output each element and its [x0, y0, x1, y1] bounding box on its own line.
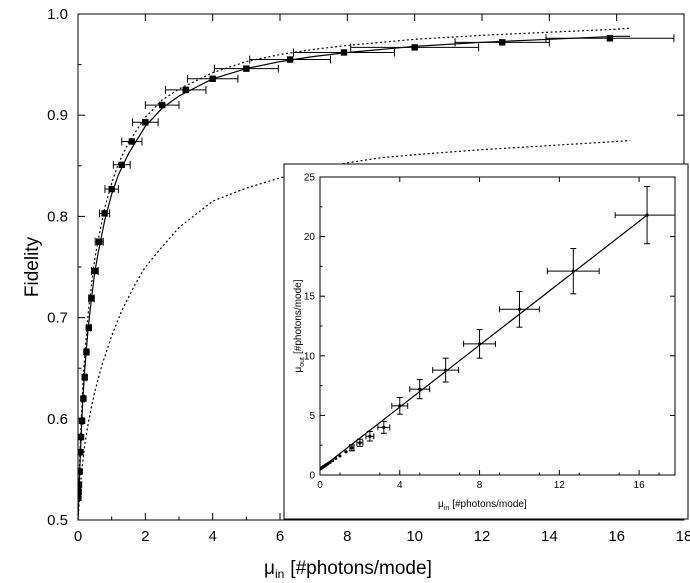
main-y-axis-label: Fidelity — [22, 236, 43, 297]
main-data-point — [118, 161, 125, 168]
main-dotted-curve-2 — [78, 27, 631, 520]
main-x-axis-label-subscript: in — [275, 567, 284, 581]
inset-data-point — [338, 454, 342, 458]
inset-y-tick-label: 0 — [309, 471, 315, 482]
main-data-point — [108, 185, 115, 193]
main-data-point — [78, 494, 82, 501]
main-data-point — [182, 86, 189, 94]
main-data-point — [606, 35, 614, 42]
main-x-tick-label: 14 — [541, 528, 558, 545]
main-data-point — [78, 468, 83, 475]
main-x-tick-label: 2 — [141, 528, 149, 545]
main-data-point — [499, 39, 506, 46]
inset-data-point — [350, 446, 354, 450]
main-x-tick-label: 12 — [474, 528, 491, 545]
inset-x-tick-label: 8 — [477, 480, 483, 491]
inset-y-tick-label: 25 — [304, 173, 316, 184]
inset-x-axis-label-subscript: in — [444, 505, 450, 512]
inset-y-axis-label-units: [#photons/mode] — [293, 279, 304, 354]
main-y-tick-label: 0.6 — [47, 411, 68, 428]
main-data-point — [128, 138, 136, 145]
main-x-tick-label: 8 — [343, 528, 351, 545]
main-y-tick-label: 0.8 — [47, 208, 68, 225]
inset-y-axis-label: μout [#photons/mode] — [293, 279, 306, 372]
inset-x-tick-label: 16 — [634, 480, 646, 491]
inset-data-point — [418, 387, 422, 391]
inset-y-tick-label: 15 — [304, 292, 316, 303]
main-x-tick-label: 6 — [276, 528, 284, 545]
main-data-point — [96, 238, 103, 245]
inset-x-tick-label: 4 — [397, 480, 403, 491]
inset-y-tick-label: 5 — [309, 411, 315, 422]
inset-frame — [319, 176, 676, 476]
main-solid-curve-1 — [78, 35, 631, 520]
main-y-tick-label: 0.5 — [47, 512, 68, 529]
inset-y-tick-label: 20 — [304, 232, 316, 243]
inset-x-tick-label: 0 — [317, 480, 323, 491]
main-y-tick-label: 1.0 — [47, 6, 68, 23]
inset-data-point — [368, 434, 372, 438]
inset-x-axis-label-symbol: μ — [438, 499, 444, 510]
main-x-tick-label: 16 — [608, 528, 625, 545]
main-x-tick-label: 10 — [406, 528, 423, 545]
main-data-point — [78, 481, 83, 488]
inset-data-point — [358, 441, 362, 445]
inset-data-point — [517, 307, 522, 311]
inset-series-group — [320, 186, 675, 471]
main-data-point — [158, 101, 166, 109]
main-data-point — [101, 210, 108, 217]
inset-plot: 0 4 8 12 16 0 5 10 15 20 25 — [283, 163, 689, 520]
main-series-group — [78, 27, 675, 520]
main-y-tick-label: 0.7 — [47, 310, 68, 327]
main-y-tick-label: 0.9 — [47, 107, 68, 124]
inset-y-axis-label-symbol: μ — [293, 367, 304, 373]
inset-y-tick-label: 10 — [304, 351, 316, 362]
main-x-tick-label: 4 — [208, 528, 216, 545]
inset-x-axis-label: μin [#photons/mode] — [438, 499, 527, 512]
inset-y-axis-label-subscript: out — [299, 357, 306, 367]
inset-data-point — [344, 450, 348, 454]
main-x-tick-label: 0 — [74, 528, 82, 545]
inset-solid-curve-1 — [320, 214, 648, 470]
inset-data-point — [382, 425, 386, 429]
inset-x-tick-label: 12 — [554, 480, 566, 491]
main-x-axis-label: μin [#photons/mode] — [264, 558, 432, 581]
main-data-point — [411, 44, 418, 51]
inset-x-axis-label-units: [#photons/mode] — [452, 499, 527, 510]
main-x-axis-label-units: [#photons/mode] — [290, 558, 432, 579]
main-data-point — [142, 119, 149, 126]
main-x-axis-label-symbol: μ — [264, 558, 275, 579]
main-x-tick-label: 18 — [676, 528, 690, 545]
